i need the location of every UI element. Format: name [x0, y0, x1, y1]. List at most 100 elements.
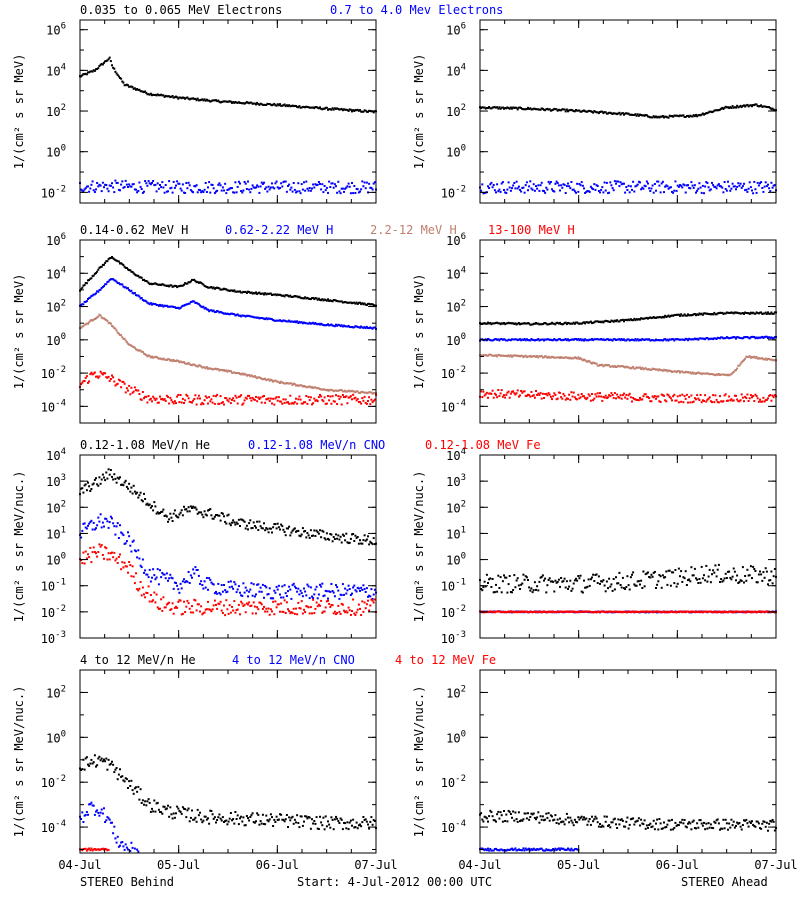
data-point [139, 276, 142, 279]
data-point [160, 598, 163, 601]
data-point [637, 366, 640, 369]
data-point [600, 364, 603, 367]
data-point [687, 579, 689, 582]
data-point [120, 386, 123, 389]
data-point [373, 598, 376, 601]
data-point [604, 338, 607, 341]
data-point [679, 575, 681, 578]
data-point [144, 90, 147, 93]
data-point [728, 395, 731, 398]
data-point [101, 285, 104, 288]
data-point [207, 308, 209, 311]
data-point [744, 357, 747, 360]
data-point [172, 285, 175, 288]
data-point [186, 282, 189, 285]
data-point [308, 298, 311, 300]
data-point [745, 104, 748, 107]
data-point [603, 396, 606, 399]
data-point [184, 97, 187, 100]
data-point [248, 394, 251, 397]
data-point [691, 574, 694, 577]
data-point [281, 320, 284, 323]
data-point [561, 580, 564, 583]
data-point [642, 338, 645, 341]
data-point [483, 354, 486, 357]
data-point [124, 542, 127, 545]
data-point [127, 186, 129, 188]
data-point [219, 310, 222, 313]
data-point [186, 96, 189, 99]
data-point [84, 483, 87, 486]
data-point [564, 321, 567, 324]
data-point [184, 304, 187, 306]
data-point [488, 338, 491, 341]
data-point [605, 364, 608, 367]
data-point [508, 107, 511, 110]
data-point [538, 108, 541, 111]
data-point [364, 187, 367, 190]
data-point [244, 290, 247, 293]
data-point [763, 576, 766, 579]
data-point [204, 306, 207, 309]
data-point [538, 394, 541, 396]
data-point [314, 607, 317, 610]
data-point [547, 323, 550, 326]
data-point [268, 613, 271, 616]
data-point [280, 294, 283, 297]
data-point [545, 108, 548, 111]
data-point [706, 182, 709, 184]
data-point [290, 295, 293, 298]
data-point [147, 180, 150, 183]
data-point [627, 394, 630, 397]
data-point [485, 391, 488, 394]
data-point [348, 185, 351, 188]
data-point [84, 187, 87, 190]
data-point [484, 338, 487, 341]
data-point [332, 400, 335, 403]
data-point [80, 304, 83, 306]
data-point [146, 401, 149, 404]
data-point [689, 401, 692, 404]
data-point [204, 99, 207, 102]
data-point [368, 327, 371, 330]
data-point [586, 190, 589, 193]
data-point [524, 394, 527, 397]
data-point [731, 336, 734, 339]
data-point [707, 111, 710, 114]
data-point [282, 104, 285, 107]
data-point [276, 399, 279, 402]
data-point [236, 185, 239, 188]
data-point [684, 314, 687, 317]
data-point [554, 182, 557, 185]
data-point [275, 396, 278, 399]
data-point [218, 100, 221, 103]
data-point [169, 96, 172, 99]
data-point [741, 396, 744, 399]
data-point [563, 108, 566, 111]
data-point [690, 566, 693, 569]
data-point [485, 107, 488, 109]
data-point [717, 109, 720, 112]
data-point [147, 93, 150, 96]
data-point [575, 356, 577, 359]
data-point [339, 535, 342, 538]
data-point [481, 106, 484, 109]
data-point [154, 303, 157, 305]
data-point [231, 371, 233, 374]
data-point [252, 375, 255, 378]
data-point [322, 388, 325, 391]
data-point [643, 367, 646, 370]
data-point [308, 612, 311, 615]
data-point [128, 289, 131, 291]
data-point [740, 361, 743, 364]
data-point [562, 580, 565, 583]
data-point [170, 516, 173, 519]
data-point [196, 365, 199, 368]
data-point [371, 598, 374, 600]
data-point [162, 186, 165, 189]
data-point [640, 579, 643, 582]
data-point [165, 95, 168, 98]
data-point [515, 354, 518, 357]
data-point [485, 573, 488, 576]
data-point [235, 101, 238, 104]
